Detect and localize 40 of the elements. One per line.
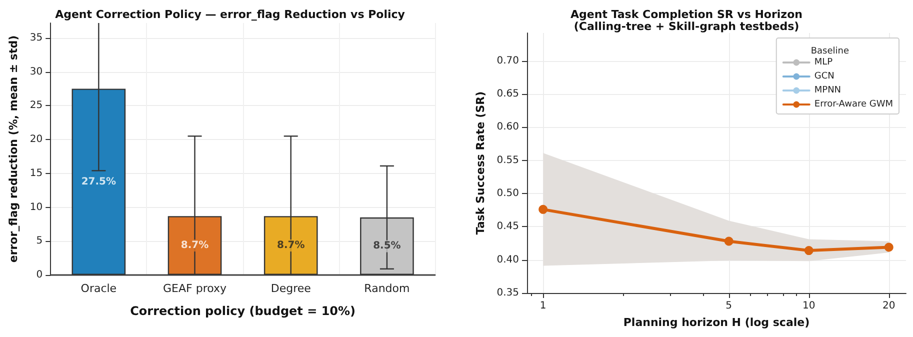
x-tick-label: Oracle [80,282,117,295]
x-tick-label: 1 [540,300,546,312]
x-axis-title: Correction policy (budget = 10%) [130,304,356,318]
y-tick-label: 25 [30,100,43,112]
y-axis-title: error_flag reduction (%, mean ± std) [7,35,20,263]
x-axis-title: Planning horizon H (log scale) [623,316,810,329]
y-tick-label: 5 [36,236,43,247]
data-label: 8.7% [180,240,209,252]
y-tick-label: 20 [30,134,43,146]
y-tick-label: 0.45 [496,221,519,232]
data-label: 8.5% [373,240,401,252]
legend-label: GCN [814,72,834,82]
y-tick-label: 0.55 [496,154,519,166]
x-tick-label: Random [364,282,410,295]
x-tick-label: GEAF proxy [163,282,228,295]
x-tick-label: Degree [270,282,312,295]
chart-title: Agent Correction Policy — error_flag Reduction vs Policy [55,8,405,21]
y-tick-label: 0.70 [496,55,519,66]
y-tick-label: 0.35 [496,288,519,298]
y-tick-label: 0 [36,270,43,280]
y-tick-label: 0.40 [496,254,519,266]
x-tick-label: 5 [726,300,732,312]
chart-subtitle: (Calling-tree + Skill-graph testbeds) [574,20,800,33]
legend-label: MLP [814,58,834,68]
legend-label: MPNN [814,86,842,96]
y-tick-label: 35 [30,32,43,44]
y-axis-title: Task Success Rate (SR) [474,91,487,235]
x-tick-label: 20 [882,300,896,312]
data-label: 27.5% [81,176,116,188]
legend-label: Error-Aware GWM [814,100,894,110]
x-tick-label: 10 [802,300,816,312]
legend-title: Baseline [810,46,850,56]
y-tick-label: 10 [30,202,43,213]
y-tick-label: 0.50 [496,188,519,200]
y-tick-label: 0.65 [496,88,519,100]
y-tick-label: 0.60 [496,122,519,133]
y-tick-label: 15 [30,168,43,179]
data-label: 8.7% [276,240,305,252]
y-tick-label: 30 [30,66,43,78]
chart-title: Agent Task Completion SR vs Horizon [570,8,802,21]
